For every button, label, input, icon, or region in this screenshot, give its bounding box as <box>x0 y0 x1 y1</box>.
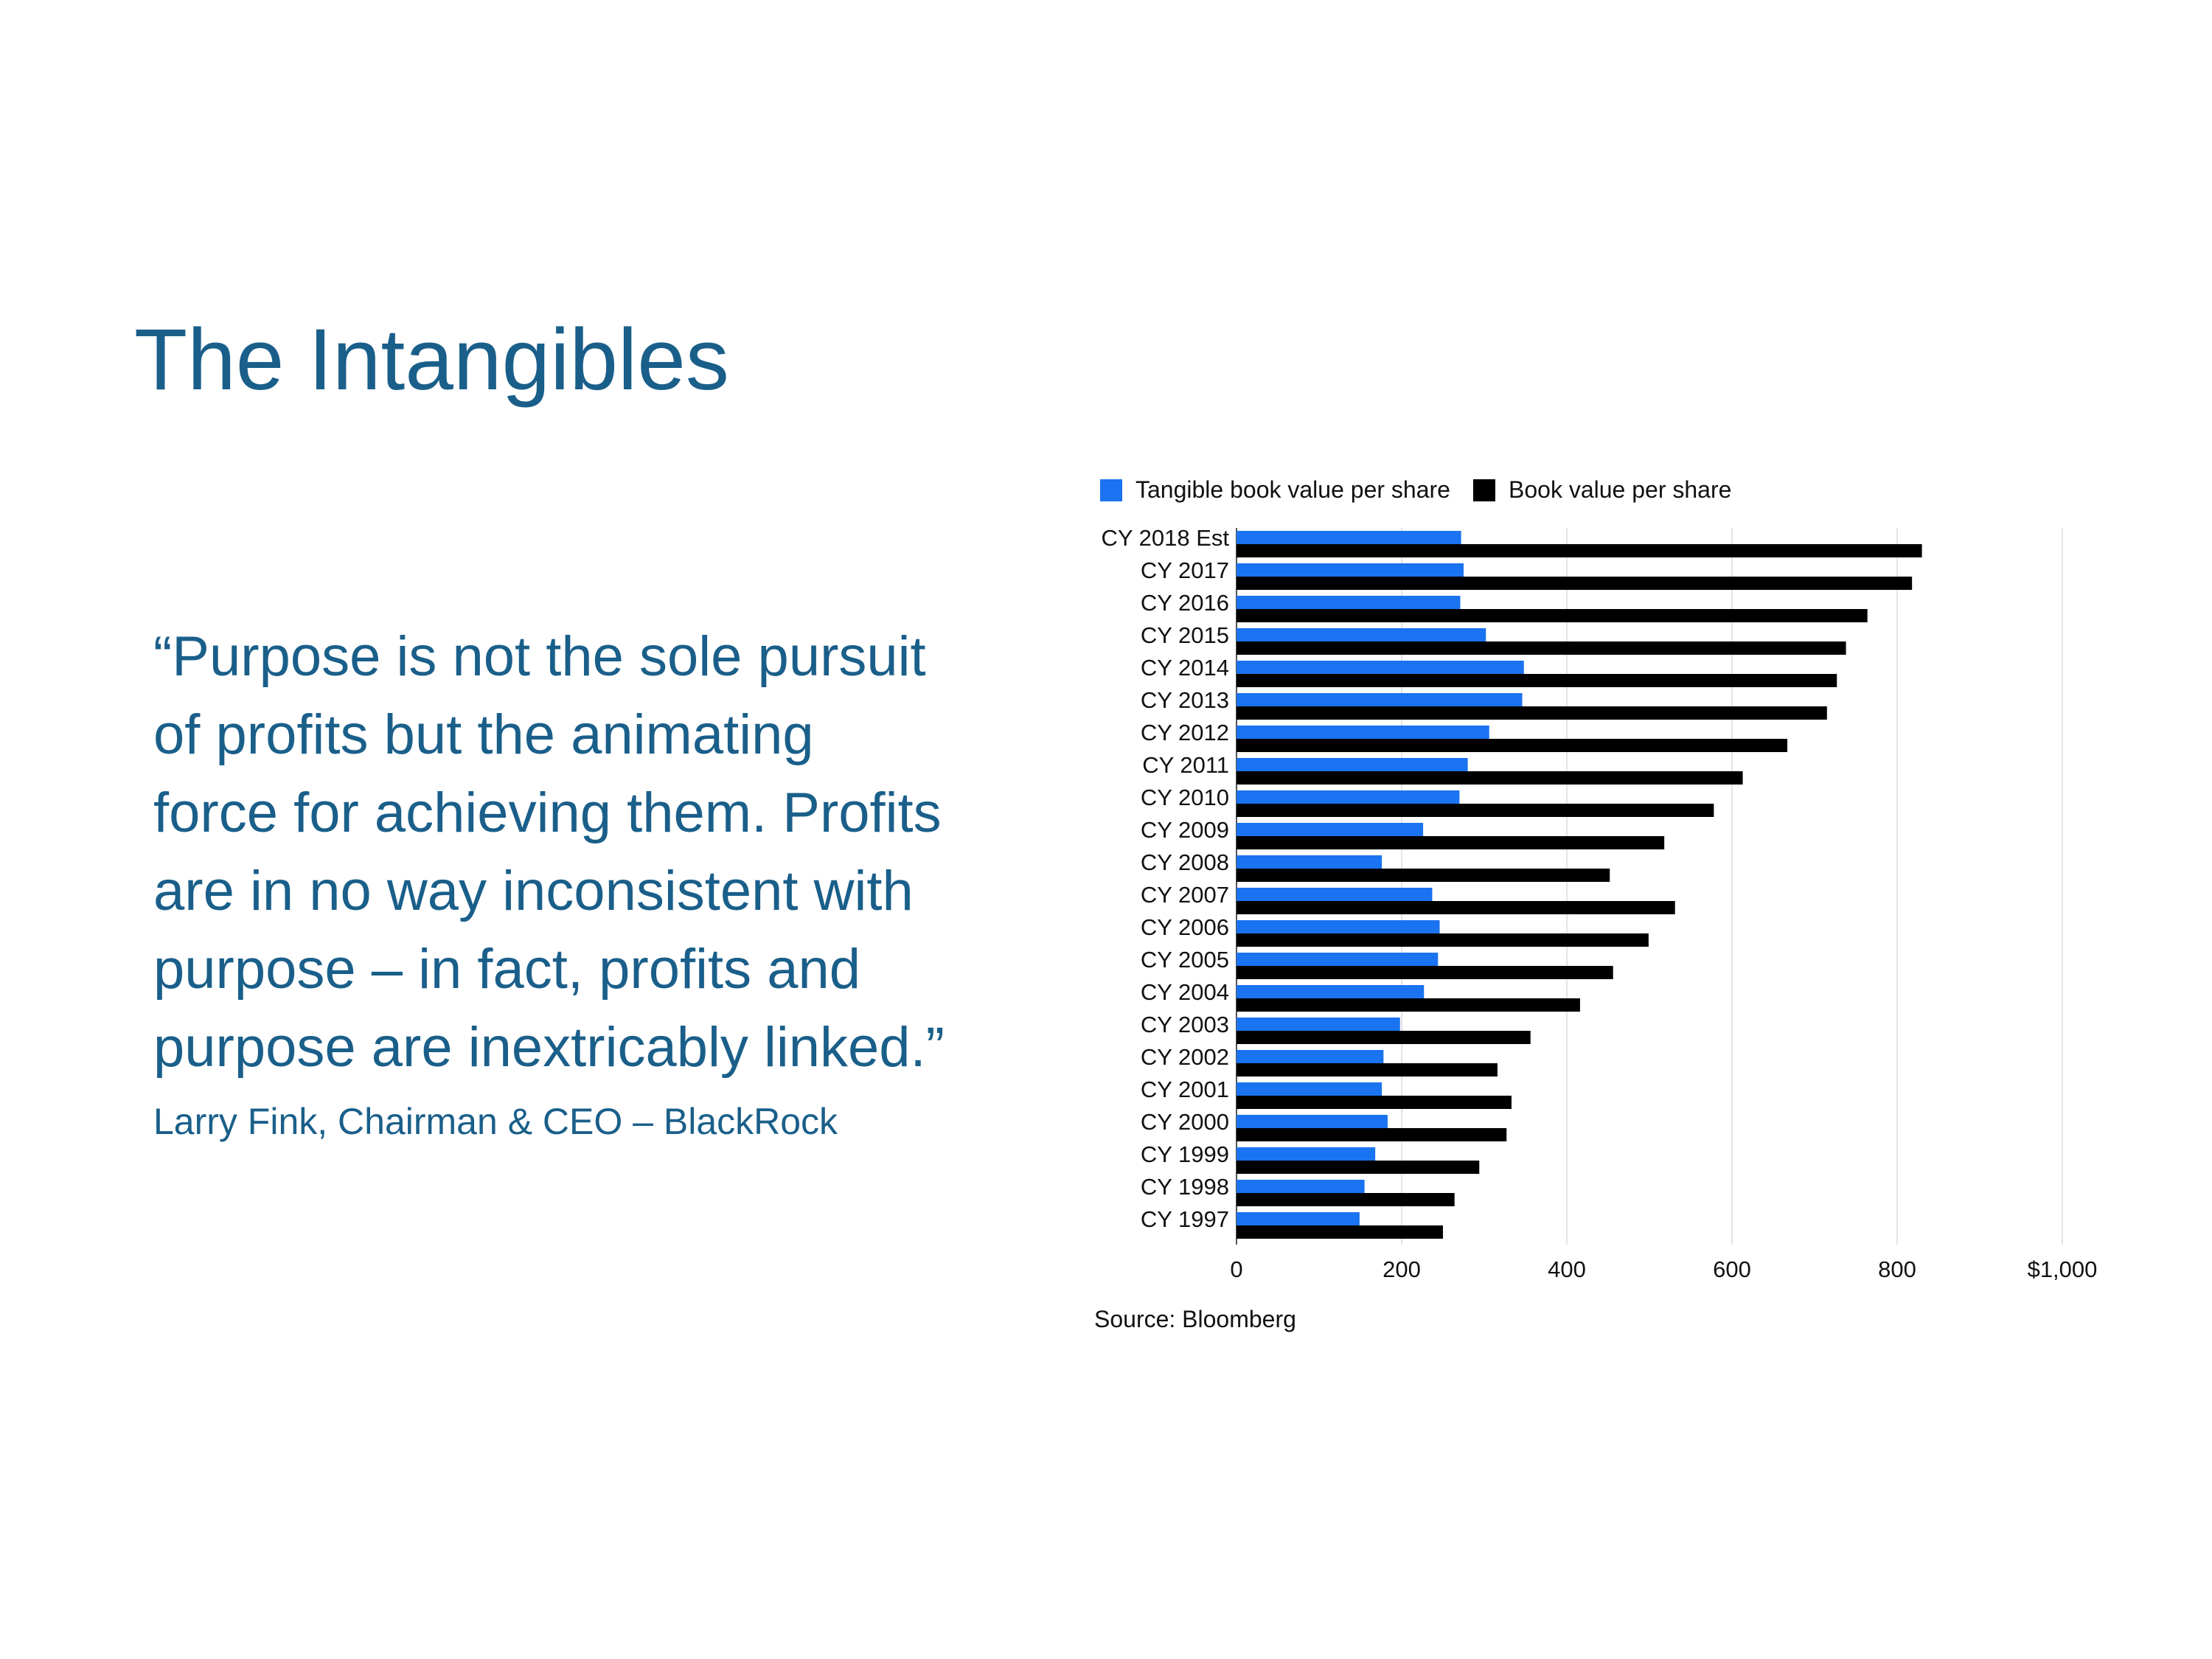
category-label: CY 2011 <box>1142 752 1229 778</box>
bar-tangible <box>1237 855 1382 869</box>
bar-tangible <box>1237 953 1439 966</box>
bar-book <box>1237 641 1846 655</box>
bar-book <box>1237 1063 1498 1077</box>
quote-line: of profits but the animating <box>153 703 814 766</box>
category-label: CY 2000 <box>1141 1109 1229 1135</box>
bar-book <box>1237 804 1714 817</box>
category-label: CY 2013 <box>1141 687 1229 713</box>
bar-tangible <box>1237 563 1464 577</box>
bar-tangible <box>1237 1018 1400 1031</box>
bar-tangible <box>1237 758 1468 771</box>
category-label: CY 2002 <box>1141 1044 1229 1070</box>
bar-book <box>1237 1128 1507 1141</box>
x-tick-label: $1,000 <box>2028 1256 2098 1282</box>
bar-tangible <box>1237 531 1461 544</box>
category-label: CY 2014 <box>1141 655 1229 681</box>
bar-tangible <box>1237 1212 1360 1225</box>
bar-tangible <box>1237 1180 1365 1193</box>
bar-tangible <box>1237 1050 1384 1063</box>
category-label: CY 1997 <box>1141 1206 1229 1232</box>
category-label: CY 2018 Est <box>1102 525 1230 551</box>
bar-book <box>1237 901 1675 914</box>
bar-book <box>1237 609 1868 622</box>
legend-swatch-book <box>1473 479 1495 501</box>
bar-tangible <box>1237 985 1425 998</box>
category-label: CY 2015 <box>1141 622 1229 648</box>
bar-tangible <box>1237 920 1440 933</box>
bar-tangible <box>1237 1147 1376 1161</box>
category-label: CY 2010 <box>1141 785 1229 810</box>
legend-label-tangible: Tangible book value per share <box>1135 476 1450 503</box>
category-label: CY 2003 <box>1141 1012 1229 1037</box>
x-tick-label: 0 <box>1230 1256 1242 1282</box>
bar-book <box>1237 1031 1531 1044</box>
x-tick-label: 400 <box>1548 1256 1586 1282</box>
bar-book <box>1237 869 1610 882</box>
bar-tangible <box>1237 888 1433 901</box>
bar-tangible <box>1237 1115 1388 1128</box>
chart-x-ticks: 0 200 400 600 800 $1,000 <box>1230 1256 2097 1282</box>
bar-book <box>1237 836 1665 849</box>
quote-line: force for achieving them. Profits <box>153 782 942 844</box>
bar-tangible <box>1237 726 1489 739</box>
quote-line: are in no way inconsistent with <box>153 860 914 922</box>
category-label: CY 1999 <box>1141 1141 1229 1167</box>
category-label: CY 1998 <box>1141 1174 1229 1200</box>
bar-tangible <box>1237 790 1460 804</box>
legend-swatch-tangible <box>1100 479 1122 501</box>
legend-label-book: Book value per share <box>1509 476 1731 503</box>
quote-line: “Purpose is not the sole pursuit <box>153 625 926 688</box>
category-label: CY 2006 <box>1141 914 1229 940</box>
bar-book <box>1237 1193 1455 1206</box>
bar-book <box>1237 771 1743 785</box>
category-label: CY 2012 <box>1141 720 1229 745</box>
bar-tangible <box>1237 596 1461 609</box>
chart-legend: Tangible book value per share Book value… <box>1100 476 1731 503</box>
category-label: CY 2005 <box>1141 947 1229 973</box>
category-label: CY 2008 <box>1141 849 1229 875</box>
bar-book <box>1237 674 1837 687</box>
bar-tangible <box>1237 628 1486 641</box>
bar-book <box>1237 966 1613 979</box>
bar-book <box>1237 998 1580 1012</box>
slide-title: The Intangibles <box>134 311 729 408</box>
bar-book <box>1237 1096 1512 1109</box>
bar-tangible <box>1237 661 1524 674</box>
category-label: CY 2007 <box>1141 882 1229 908</box>
category-label: CY 2001 <box>1141 1077 1229 1102</box>
x-tick-label: 200 <box>1382 1256 1421 1282</box>
bar-book <box>1237 577 1913 590</box>
category-label: CY 2016 <box>1141 590 1229 616</box>
bar-book <box>1237 933 1649 947</box>
x-tick-label: 800 <box>1878 1256 1916 1282</box>
chart-category-labels: CY 2018 Est CY 2017 CY 2016 CY 2015 CY 2014 C… <box>1102 525 1230 1232</box>
category-label: CY 2017 <box>1141 557 1229 583</box>
bar-book <box>1237 1161 1480 1174</box>
bar-tangible <box>1237 823 1424 836</box>
bar-book <box>1237 706 1827 720</box>
chart-source: Source: Bloomberg <box>1094 1306 1296 1332</box>
quote-line: purpose – in fact, profits and <box>153 938 861 1001</box>
quote-attribution: Larry Fink, Chairman & CEO – BlackRock <box>153 1101 838 1142</box>
quote: “Purpose is not the sole pursuit of prof… <box>153 618 1060 1087</box>
x-tick-label: 600 <box>1713 1256 1751 1282</box>
bar-book <box>1237 544 1922 557</box>
bar-tangible <box>1237 693 1523 706</box>
category-label: CY 2009 <box>1141 817 1229 843</box>
category-label: CY 2004 <box>1141 979 1229 1005</box>
bar-book <box>1237 739 1788 752</box>
chart-bars <box>1237 531 1922 1239</box>
quote-line: purpose are inextricably linked.” <box>153 1016 945 1079</box>
bar-tangible <box>1237 1082 1382 1096</box>
bar-book <box>1237 1225 1443 1239</box>
